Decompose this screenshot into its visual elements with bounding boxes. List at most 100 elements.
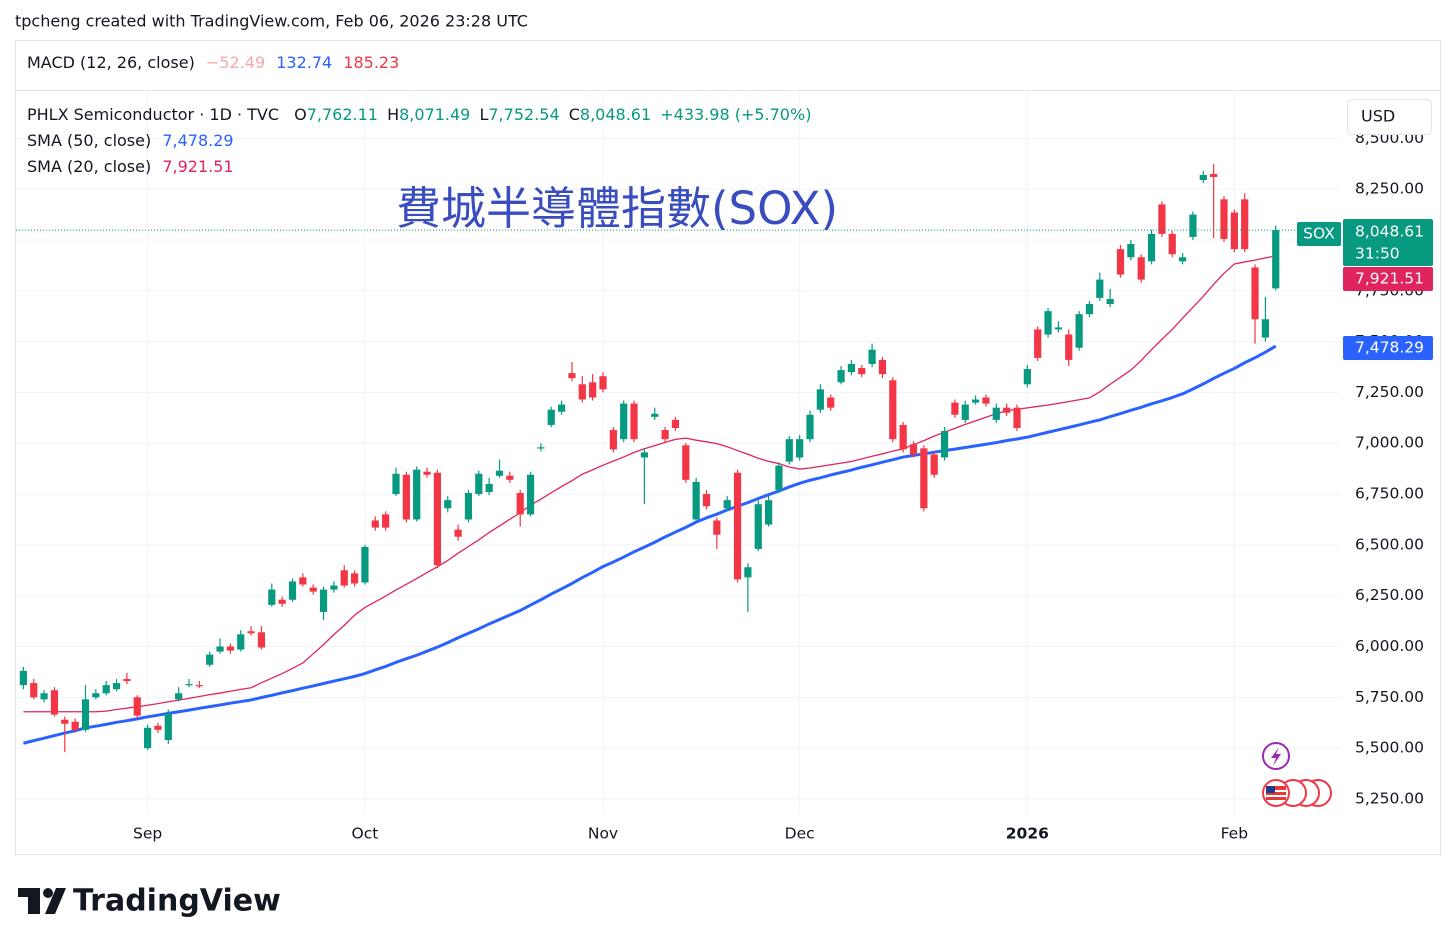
symbol-name: PHLX Semiconductor · 1D · TVC — [27, 105, 279, 124]
candle-body — [982, 397, 990, 404]
candle-body — [19, 670, 27, 686]
event-icons[interactable] — [1262, 742, 1332, 807]
annotation: 費城半導體指數(SOX) — [396, 182, 838, 235]
y-tick-label: 7,000.00 — [1355, 434, 1424, 452]
candle-body — [1179, 257, 1187, 262]
candle-body — [1023, 369, 1031, 385]
candle-body — [1116, 249, 1125, 275]
candle-body — [237, 634, 245, 650]
candle-body — [609, 430, 617, 450]
candle-body — [371, 520, 379, 528]
candle-body — [589, 382, 597, 398]
candle-body — [1241, 199, 1249, 250]
candle-body — [112, 683, 121, 690]
candle-body — [92, 693, 100, 698]
macd-signal-value: 185.23 — [343, 53, 399, 72]
candle-body — [682, 445, 690, 480]
candle-body — [920, 448, 928, 509]
chart-frame — [15, 40, 1441, 855]
candle-body — [50, 690, 59, 715]
candle-body — [30, 683, 38, 698]
candle-body — [785, 439, 793, 462]
ohlc-value: 8,048.61 — [580, 105, 651, 124]
candle-body — [1189, 214, 1197, 237]
currency-label[interactable]: USD — [1361, 107, 1395, 126]
currency-button[interactable] — [1347, 99, 1432, 135]
candle-body — [1106, 298, 1114, 305]
candle-body — [1272, 230, 1280, 289]
candle-body — [382, 514, 390, 528]
candle-body — [1137, 257, 1145, 280]
sma20-tag — [1343, 267, 1433, 291]
x-tick-label: Feb — [1221, 825, 1248, 843]
last-price-tag — [1343, 219, 1433, 266]
symbol-tag — [1297, 222, 1341, 246]
candle-body — [185, 684, 193, 686]
x-tick-label: 2026 — [1006, 825, 1049, 843]
countdown-label: 31:50 — [1355, 245, 1400, 263]
candle-body — [61, 719, 69, 724]
candle-body — [278, 599, 286, 604]
candle-body — [547, 409, 555, 425]
candle-body — [640, 452, 648, 458]
y-tick-label: 5,500.00 — [1355, 739, 1424, 757]
logo-dot — [43, 888, 53, 898]
x-tick-label: Sep — [133, 825, 162, 843]
candle-body — [1065, 334, 1073, 360]
ohlc-key: C — [569, 105, 580, 124]
candle-body — [226, 646, 234, 651]
candle-body — [516, 493, 524, 515]
candle-body — [133, 697, 141, 716]
macd-line-value: 132.74 — [276, 53, 332, 72]
candle-body — [216, 646, 224, 652]
candle-body — [423, 471, 431, 475]
candle-body — [1230, 212, 1238, 250]
candle-body — [909, 444, 918, 455]
candle-body — [495, 470, 504, 476]
ohlc-key: L — [479, 105, 488, 124]
candle-body — [671, 419, 680, 428]
change-value: +433.98 (+5.70%) — [660, 105, 811, 124]
candle-body — [930, 454, 938, 475]
y-tick-label: 6,250.00 — [1355, 586, 1424, 604]
candle-body — [1044, 311, 1052, 335]
y-tick-label: 5,750.00 — [1355, 688, 1424, 706]
sma20-tag-label: 7,921.51 — [1355, 270, 1424, 288]
macd-histogram-value: −52.49 — [206, 53, 265, 72]
candle-body — [206, 654, 214, 665]
ohlc-value: 7,762.11 — [307, 105, 378, 124]
lightning-glyph — [1271, 747, 1281, 766]
candle-body — [827, 397, 835, 408]
candle-body — [164, 713, 172, 740]
candle-body — [972, 399, 980, 403]
candle-body — [940, 431, 949, 458]
y-tick-label: 6,500.00 — [1355, 535, 1424, 553]
ohlc-value: 7,752.54 — [488, 105, 559, 124]
candle-body — [568, 373, 576, 379]
candle-body — [899, 424, 907, 450]
attribution: tpcheng created with TradingView.com, Fe… — [15, 12, 528, 31]
candle-body — [1034, 329, 1042, 358]
candle-body — [1220, 199, 1228, 239]
candle-body — [402, 474, 410, 520]
candle-body — [268, 589, 276, 605]
candle-body — [247, 631, 255, 634]
brand-name: TradingView — [73, 884, 281, 919]
candle-body — [1013, 407, 1021, 428]
candle-body — [485, 483, 493, 493]
candle-body — [847, 363, 855, 373]
macd-legend: MACD (12, 26, close) −52.49 132.74 185.2… — [27, 53, 399, 72]
y-tick-label: 6,000.00 — [1355, 637, 1424, 655]
symbol-legend: PHLX Semiconductor · 1D · TVC O7,762.11 … — [27, 105, 811, 124]
candle-body — [195, 685, 203, 687]
candle-body — [81, 699, 90, 730]
candle-body — [765, 500, 773, 525]
candle-body — [630, 403, 638, 440]
flag-stripe — [1266, 795, 1286, 797]
ohlc-key: H — [387, 105, 399, 124]
sma-value: 7,478.29 — [162, 131, 233, 150]
sma-line — [23, 344, 1277, 745]
candle-body — [526, 474, 535, 515]
